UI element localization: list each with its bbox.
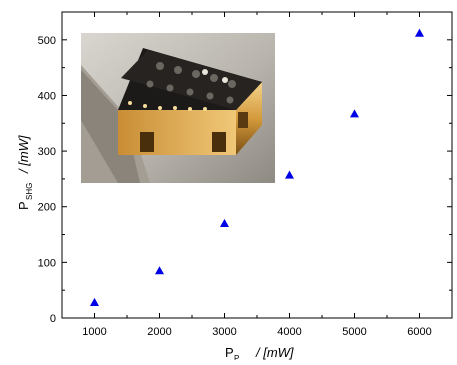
data-point-marker <box>155 266 164 275</box>
x-axis-title-subscript: P <box>234 354 239 360</box>
y-axis-title: P SHG / [mW] <box>16 135 34 210</box>
data-series <box>90 28 424 307</box>
x-tick-label: 6000 <box>407 326 431 338</box>
data-point-marker <box>350 109 359 118</box>
x-tick-label: 3000 <box>212 326 236 338</box>
data-point-marker <box>220 218 229 228</box>
y-tick-label: 300 <box>38 146 56 158</box>
y-tick-label: 100 <box>38 257 56 269</box>
y-axis-title-main: P <box>16 201 31 210</box>
data-point-marker <box>285 170 294 179</box>
x-tick-label: 1000 <box>82 326 106 338</box>
x-tick-label: 4000 <box>277 326 301 338</box>
y-tick-label: 400 <box>38 90 56 102</box>
y-tick-label: 200 <box>38 202 56 214</box>
x-axis-title-unit: / [mW] <box>255 345 294 360</box>
y-tick-label: 500 <box>38 35 56 47</box>
y-axis: 0 100 200 300 400 500 <box>38 11 452 325</box>
y-axis-title-subscript: SHG <box>25 183 34 200</box>
x-tick-label: 5000 <box>342 326 366 338</box>
data-point-marker <box>90 297 99 307</box>
x-axis: 1000 2000 3000 4000 5000 6000 <box>61 12 453 338</box>
y-axis-title-unit: / [mW] <box>16 135 31 174</box>
x-axis-title-main: P <box>225 345 234 360</box>
x-axis-title: P P / [mW] <box>225 345 294 363</box>
inset-photo <box>81 33 275 183</box>
data-point-marker <box>415 28 424 37</box>
y-tick-label: 0 <box>50 313 56 325</box>
x-tick-label: 2000 <box>147 326 171 338</box>
